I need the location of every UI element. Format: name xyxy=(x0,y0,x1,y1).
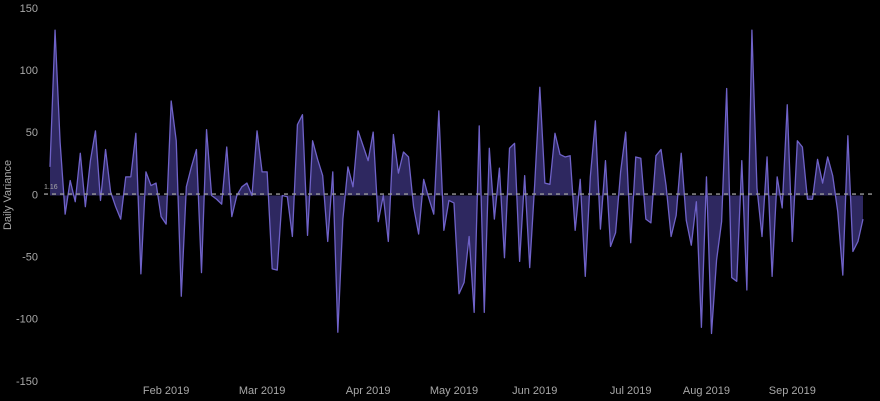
x-tick-label: Sep 2019 xyxy=(769,385,816,397)
y-tick-label: 100 xyxy=(20,65,38,77)
y-tick-label: 50 xyxy=(26,127,38,139)
y-tick-label: -100 xyxy=(16,314,38,326)
y-tick-label: -50 xyxy=(22,252,38,264)
x-tick-label: May 2019 xyxy=(430,385,478,397)
series-line xyxy=(49,29,864,335)
x-tick-label: Jul 2019 xyxy=(610,385,652,397)
y-axis-title: Daily Variance xyxy=(2,160,14,230)
x-tick-label: Feb 2019 xyxy=(143,385,189,397)
y-tick-label: 150 xyxy=(20,3,38,15)
y-tick-label: -150 xyxy=(16,376,38,388)
y-tick-label: 0 xyxy=(32,189,38,201)
reference-label: 1.16 xyxy=(44,184,58,191)
x-tick-label: Apr 2019 xyxy=(346,385,391,397)
x-tick-label: Jun 2019 xyxy=(512,385,557,397)
x-tick-label: Aug 2019 xyxy=(683,385,730,397)
x-tick-label: Mar 2019 xyxy=(239,385,285,397)
